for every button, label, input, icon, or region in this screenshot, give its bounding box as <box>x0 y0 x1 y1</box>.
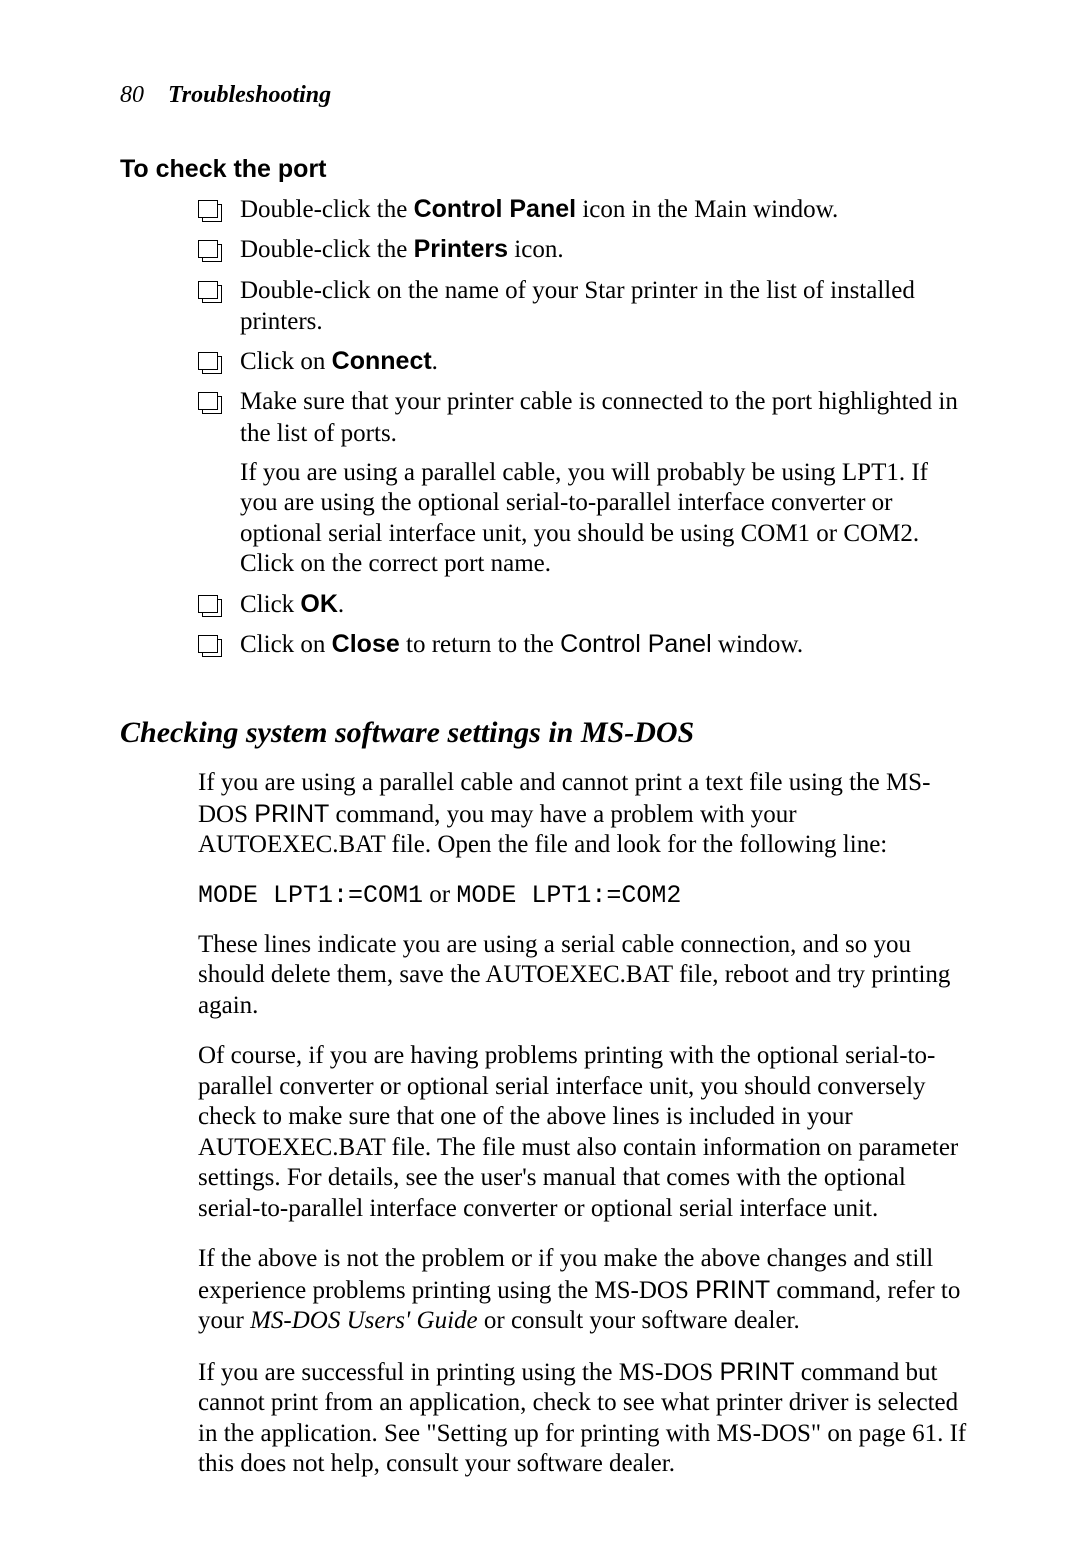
step-list: Double-click the Control Panel icon in t… <box>198 194 970 660</box>
step-item: Click on Close to return to the Control … <box>198 629 970 660</box>
step-text: Make sure that your printer cable is con… <box>240 388 958 446</box>
paragraph: Of course, if you are having problems pr… <box>198 1041 970 1224</box>
step-text: Double-click the Control Panel icon in t… <box>240 196 838 223</box>
step-text: Click on Close to return to the Control … <box>240 631 803 658</box>
step-item: Double-click the Control Panel icon in t… <box>198 194 970 225</box>
checkbox-icon <box>198 240 218 258</box>
step-item: Click on Connect. <box>198 346 970 377</box>
section-heading-msdos: Checking system software settings in MS-… <box>120 716 970 750</box>
step-text: Click on Connect. <box>240 348 438 375</box>
header-title: Troubleshooting <box>168 82 331 108</box>
paragraph: If you are using a parallel cable and ca… <box>198 768 970 861</box>
step-item: Double-click on the name of your Star pr… <box>198 275 970 338</box>
checkbox-icon <box>198 200 218 218</box>
paragraph: If the above is not the problem or if yo… <box>198 1244 970 1337</box>
checkbox-icon <box>198 595 218 613</box>
checkbox-icon <box>198 352 218 370</box>
checkbox-icon <box>198 281 218 299</box>
paragraph: If you are successful in printing using … <box>198 1357 970 1480</box>
step-item: Click OK. <box>198 589 970 620</box>
section-heading-check-port: To check the port <box>120 155 970 184</box>
checkbox-icon <box>198 635 218 653</box>
code-line: MODE LPT1:=COM1 or MODE LPT1:=COM2 <box>198 881 970 910</box>
body-block: If you are using a parallel cable and ca… <box>198 768 970 1480</box>
page-header: 80 Troubleshooting <box>120 82 970 109</box>
step-text: Double-click the Printers icon. <box>240 236 564 263</box>
page: 80 Troubleshooting To check the port Dou… <box>0 0 1080 1560</box>
paragraph: These lines indicate you are using a ser… <box>198 930 970 1022</box>
step-text: Double-click on the name of your Star pr… <box>240 277 915 335</box>
step-continuation: If you are using a parallel cable, you w… <box>240 458 970 580</box>
checkbox-icon <box>198 392 218 410</box>
step-item: Double-click the Printers icon. <box>198 234 970 265</box>
step-item: Make sure that your printer cable is con… <box>198 386 970 449</box>
step-text: Click OK. <box>240 591 344 618</box>
page-number: 80 <box>120 82 144 108</box>
